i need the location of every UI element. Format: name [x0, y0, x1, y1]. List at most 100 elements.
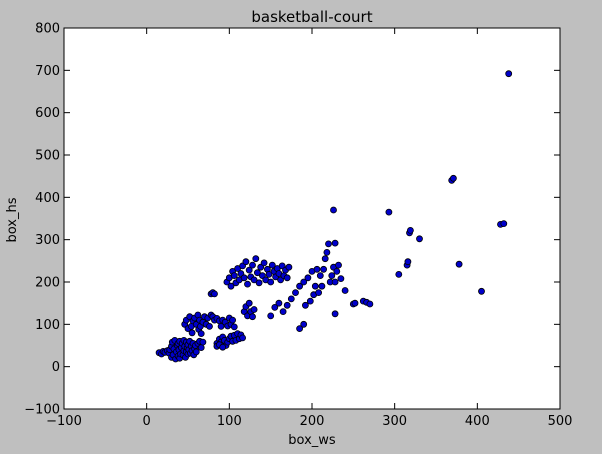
data-point	[331, 310, 339, 318]
x-tick-label: 300	[382, 414, 407, 429]
data-point	[230, 272, 238, 280]
data-point	[335, 261, 342, 269]
data-point	[366, 300, 374, 308]
y-tick-label: −100	[24, 403, 60, 418]
data-point	[316, 272, 324, 280]
data-point	[331, 239, 339, 247]
data-point	[395, 270, 403, 278]
data-point	[416, 235, 423, 243]
data-point	[268, 261, 276, 269]
data-point	[242, 258, 250, 266]
x-tick-label: 100	[217, 414, 242, 429]
data-point	[320, 265, 328, 273]
data-point	[328, 272, 336, 280]
data-point	[313, 265, 321, 273]
data-point	[301, 301, 309, 309]
data-point	[245, 266, 253, 274]
data-point	[267, 312, 275, 320]
data-point	[279, 308, 287, 316]
data-point	[283, 274, 291, 282]
data-point	[304, 274, 312, 282]
x-tick-label: 500	[548, 414, 573, 429]
data-point	[283, 301, 291, 309]
data-point	[296, 282, 304, 290]
data-point	[351, 299, 359, 307]
y-tick-label: 800	[35, 22, 60, 37]
data-point	[478, 287, 485, 295]
data-point	[229, 316, 237, 324]
data-point	[404, 258, 412, 266]
data-point	[260, 259, 268, 267]
plot-area	[64, 28, 560, 409]
y-tick-label: 200	[35, 276, 60, 291]
data-point	[188, 329, 196, 337]
data-point	[199, 338, 207, 346]
y-tick-label: 600	[35, 106, 60, 121]
y-axis-label: box_hs	[5, 197, 20, 242]
data-point	[250, 306, 258, 313]
data-point	[337, 275, 345, 283]
data-point	[455, 260, 463, 268]
data-point	[244, 280, 251, 288]
data-point	[245, 299, 253, 307]
data-point	[287, 295, 295, 303]
data-point	[250, 276, 258, 284]
x-tick-label: −100	[46, 414, 82, 429]
data-point	[230, 323, 238, 331]
data-point	[285, 263, 293, 271]
data-point	[321, 255, 329, 263]
y-tick-label: 0	[52, 360, 60, 375]
data-point	[219, 343, 227, 351]
data-point	[300, 278, 308, 286]
data-point	[217, 322, 225, 330]
data-point	[296, 325, 304, 333]
data-point	[449, 174, 457, 182]
data-point	[300, 320, 308, 328]
y-tick-label: 400	[35, 191, 60, 206]
data-point	[249, 261, 256, 269]
data-point	[265, 270, 273, 278]
data-point	[325, 240, 332, 248]
data-point	[323, 248, 331, 256]
data-point	[211, 290, 218, 298]
data-point	[505, 70, 513, 78]
data-point	[311, 282, 319, 290]
x-axis-label: box_ws	[288, 433, 336, 448]
chart-title: basketball-court	[251, 8, 372, 26]
y-axis: −100 0 100 200 300 400 500 600 700 800	[24, 22, 560, 418]
x-tick-label: 400	[465, 414, 490, 429]
y-tick-label: 100	[35, 318, 60, 333]
data-point	[267, 278, 275, 286]
data-point	[315, 289, 323, 297]
data-point	[406, 226, 414, 234]
data-point	[197, 330, 205, 338]
x-tick-label: 200	[300, 414, 325, 429]
data-point	[341, 287, 349, 294]
y-tick-label: 500	[35, 149, 60, 164]
data-point	[331, 278, 339, 286]
data-point	[252, 255, 260, 263]
x-tick-label: 0	[143, 414, 151, 429]
data-point	[271, 303, 279, 311]
data-point	[333, 267, 341, 275]
data-point	[330, 206, 337, 214]
data-point	[227, 282, 235, 290]
data-point	[275, 299, 283, 307]
data-point	[253, 269, 261, 277]
data-point	[385, 208, 393, 216]
data-point	[249, 313, 256, 321]
y-tick-label: 300	[35, 233, 60, 248]
data-point	[306, 297, 314, 305]
data-point	[197, 344, 205, 352]
data-point	[240, 274, 248, 282]
data-point	[206, 322, 213, 330]
y-tick-label: 700	[35, 64, 60, 79]
data-point	[255, 279, 263, 287]
data-point	[318, 282, 326, 290]
data-point	[239, 334, 247, 342]
points-layer	[155, 70, 513, 363]
data-point	[292, 289, 299, 297]
x-axis: −100 0 100 200 300 400 500	[46, 28, 572, 429]
